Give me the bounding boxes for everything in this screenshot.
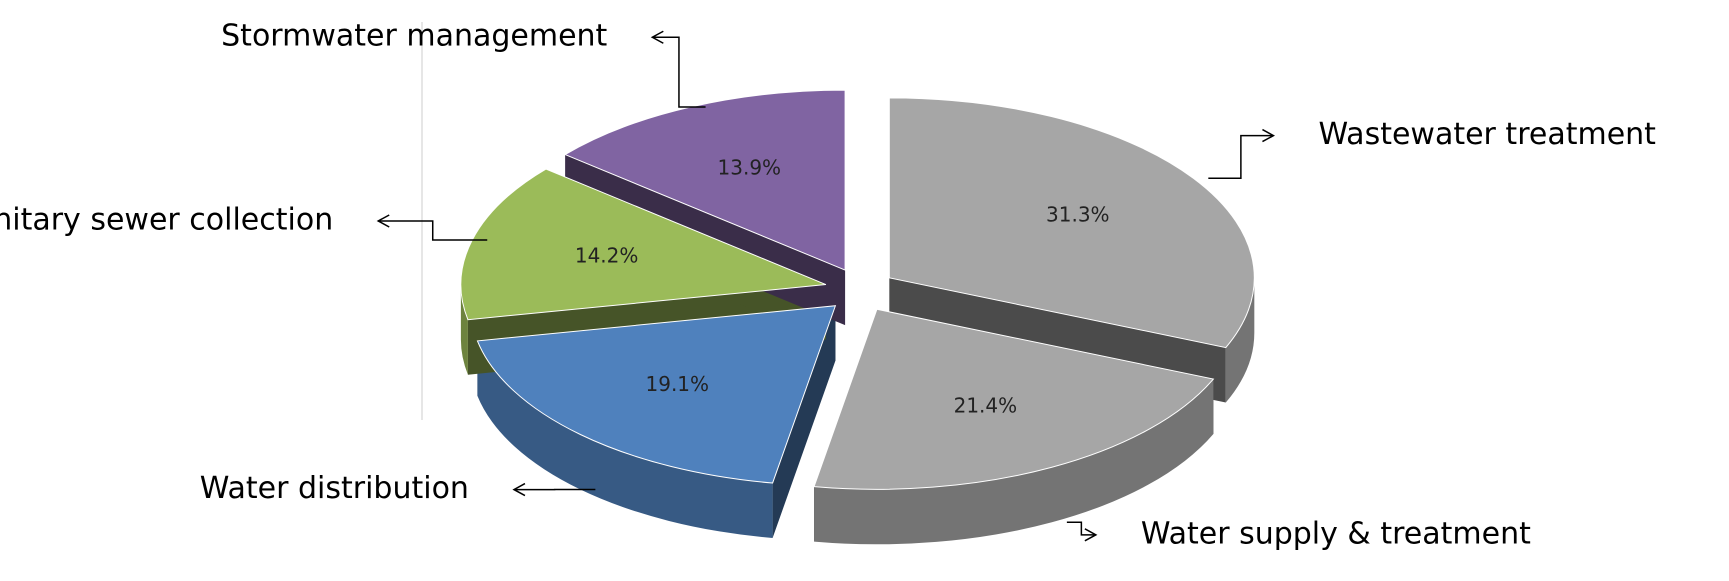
value-label: 13.9% — [718, 155, 782, 179]
slice-side — [814, 379, 1214, 545]
slice-edge — [772, 305, 836, 539]
leader-line — [650, 30, 706, 108]
category-label: Water supply & treatment — [1141, 516, 1531, 551]
category-label: Wastewater treatment — [1318, 117, 1656, 152]
slice — [476, 305, 837, 484]
category-label: Water distribution — [200, 471, 469, 506]
leader-line — [1208, 128, 1276, 179]
leader-line — [1066, 521, 1098, 542]
category-label: Stormwater management — [221, 19, 607, 54]
value-label: 19.1% — [646, 372, 710, 396]
slice-side — [477, 340, 773, 539]
value-label: 31.3% — [1046, 203, 1110, 227]
slice — [813, 308, 1215, 490]
value-label: 14.2% — [575, 243, 639, 267]
leader-line — [376, 214, 488, 241]
slice-side — [460, 284, 468, 375]
slice-side — [1225, 277, 1255, 403]
slice-tops — [460, 89, 1255, 490]
category-label: Sanitary sewer collection — [0, 202, 333, 237]
value-label: 21.4% — [954, 394, 1018, 418]
slice — [888, 97, 1255, 349]
